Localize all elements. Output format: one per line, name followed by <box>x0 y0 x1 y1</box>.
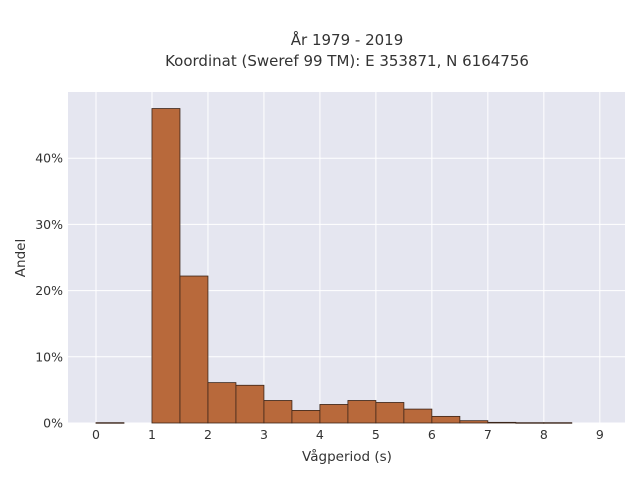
chart-title-line-2: Koordinat (Sweref 99 TM): E 353871, N 61… <box>165 52 529 70</box>
y-axis-ticks: 0% 10% 20% 30% 40% <box>35 151 63 431</box>
x-tick-label: 1 <box>148 427 156 442</box>
histogram-bar <box>431 415 461 424</box>
histogram-bar <box>235 384 265 424</box>
x-tick-label: 9 <box>596 427 604 442</box>
histogram-bar <box>459 420 489 424</box>
histogram-bar <box>543 422 573 424</box>
histogram-bar <box>319 404 349 424</box>
x-tick-label: 2 <box>204 427 212 442</box>
x-tick-label: 0 <box>92 427 100 442</box>
y-tick-label: 30% <box>35 217 63 232</box>
histogram-bar <box>95 422 125 424</box>
y-axis-label: Andel <box>13 239 29 277</box>
histogram-bar <box>487 421 517 424</box>
chart-title-line-1: År 1979 - 2019 <box>291 30 404 49</box>
histogram-bar <box>151 108 181 424</box>
x-tick-label: 7 <box>484 427 492 442</box>
histogram-bar <box>347 400 377 424</box>
x-axis-label: Vågperiod (s) <box>302 448 392 465</box>
y-tick-label: 0% <box>43 416 63 431</box>
x-tick-label: 4 <box>316 427 324 442</box>
bars <box>95 108 573 424</box>
histogram-bar <box>403 408 433 424</box>
y-tick-label: 40% <box>35 151 63 166</box>
x-tick-label: 8 <box>540 427 548 442</box>
y-tick-label: 20% <box>35 283 63 298</box>
histogram-bar <box>263 400 293 424</box>
x-tick-label: 3 <box>260 427 268 442</box>
histogram-bar <box>375 402 405 424</box>
histogram-bar <box>291 410 321 424</box>
histogram-bar <box>207 382 237 424</box>
y-tick-label: 10% <box>35 349 63 364</box>
histogram-bar <box>515 422 545 424</box>
x-tick-label: 6 <box>428 427 436 442</box>
x-tick-label: 5 <box>372 427 380 442</box>
histogram-bar <box>179 275 209 424</box>
x-axis-ticks: 0 1 2 3 4 5 6 7 8 9 <box>92 427 604 442</box>
